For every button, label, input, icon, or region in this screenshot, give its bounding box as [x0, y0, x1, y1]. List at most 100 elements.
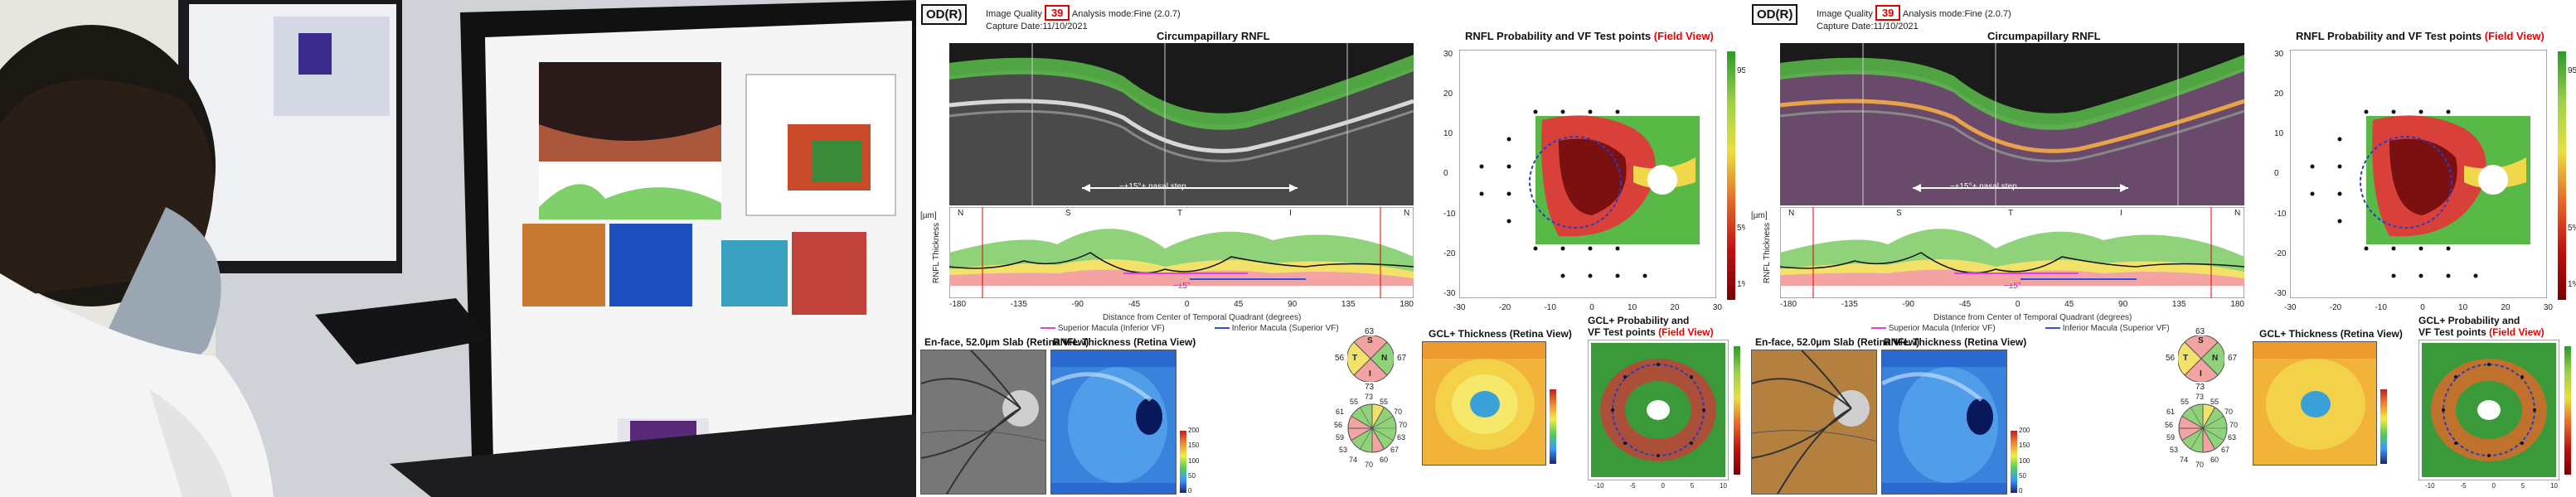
- clock-value-11: 74: [2180, 456, 2189, 464]
- quadrant-n1: N: [1788, 209, 1795, 218]
- legend-inferior-swatch: [1215, 327, 1230, 330]
- clock-value-1: 73: [2195, 393, 2205, 401]
- gcl-thickness-map: [2253, 341, 2377, 466]
- analysis-mode: Analysis mode:Fine (2.0.7): [1902, 9, 2011, 19]
- colorbar-tick-95: 95%: [1737, 66, 1745, 75]
- image-quality-value: 39: [1875, 5, 1901, 21]
- gcl-prob-title-2: VF Test points (Field View): [1588, 326, 1714, 338]
- sector-n: N: [2212, 354, 2219, 363]
- probability-title: RNFL Probability and VF Test points (Fie…: [1465, 30, 1714, 42]
- sector-value-i: 73: [1365, 383, 1375, 392]
- clinician-photo: [0, 0, 916, 497]
- quadrant-i: I: [2120, 209, 2122, 218]
- clock-value-5: 56: [1334, 421, 1343, 429]
- clock-value-10: 63: [1397, 433, 1406, 442]
- clock-value-2: 55: [1350, 398, 1359, 406]
- eye-label: OD(R): [1752, 4, 1798, 25]
- capture-date: Capture Date:11/10/2021: [986, 22, 1088, 31]
- clock-hour-pie: [1347, 403, 1397, 453]
- y-unit: [µm]: [920, 211, 937, 220]
- gcl-probability-map: [2418, 340, 2559, 480]
- clock-value-14: 60: [2210, 456, 2219, 464]
- quadrant-t: T: [1177, 209, 1183, 218]
- y-unit: [µm]: [1751, 211, 1768, 220]
- quadrant-pie: [1347, 335, 1394, 382]
- gcl-prob-colorbar: [1734, 346, 1740, 475]
- clock-value-1: 73: [1365, 393, 1374, 401]
- gcl-colorbar: [2380, 389, 2387, 464]
- rnfl-probability-map: [1459, 50, 1716, 298]
- eye-label: OD(R): [921, 4, 968, 25]
- legend-superior: Superior Macula (Inferior VF): [1041, 324, 1165, 333]
- sector-t: T: [2183, 354, 2189, 363]
- clock-value-13: 70: [1365, 461, 1374, 469]
- thickness-colorbar: [2011, 431, 2017, 493]
- gcl-x-ticks: -10 -5 0 5 10: [1594, 482, 1727, 490]
- quadrant-s: S: [1896, 209, 1902, 218]
- sector-value-i: 73: [2195, 383, 2205, 392]
- gcl-colorbar: [1550, 389, 1556, 464]
- sector-i: I: [2200, 369, 2202, 379]
- probability-colorbar: [2558, 51, 2566, 300]
- gcl-prob-title-2: VF Test points (Field View): [2418, 326, 2544, 338]
- clock-value-8: 70: [2229, 421, 2239, 429]
- enface-image: [920, 350, 1046, 495]
- colorbar-tick-1: 1%: [2568, 280, 2576, 289]
- clock-value-9: 53: [2170, 446, 2179, 454]
- clock-value-14: 60: [1380, 456, 1389, 464]
- legend-inferior: Inferior Macula (Superior VF): [2045, 324, 2170, 333]
- clock-value-3: 61: [2166, 408, 2176, 416]
- arrow-label: ~±5°: [1173, 282, 1191, 291]
- capture-date: Capture Date:11/10/2021: [1817, 22, 1919, 31]
- thickness-profile: [949, 207, 1414, 298]
- colorbar-tick-95: 95%: [2568, 66, 2576, 75]
- gcl-thickness-map: [1422, 341, 1546, 466]
- clock-value-2: 55: [2181, 398, 2190, 406]
- enface-title: En-face, 52.0µm Slab (Retina View): [924, 336, 1089, 348]
- step-label: ~±15°+ nasal step: [1119, 182, 1186, 191]
- prob-y-ticks: 30 20 10 0 -10 -20 -30: [2274, 50, 2287, 298]
- rnfl-map-title: RNFL Thickness (Retina View): [1884, 336, 2027, 348]
- clock-value-7: 59: [2166, 433, 2176, 442]
- clock-hour-pie: [2178, 403, 2228, 453]
- sector-value-s: 63: [2195, 327, 2205, 336]
- sector-i: I: [1369, 369, 1371, 379]
- circumpapillary-title: Circumpapillary RNFL: [1987, 30, 2101, 42]
- y-axis-label: RNFL Thickness: [1763, 222, 1773, 284]
- sector-n: N: [1381, 354, 1388, 363]
- x-ticks: -180 -135 -90 -45 0 45 90 135 180: [949, 300, 1414, 309]
- gcl-prob-title-1: GCL+ Probability and: [2418, 315, 2520, 326]
- oct-bscan: [949, 43, 1414, 205]
- y-axis-label: RNFL Thickness: [932, 222, 942, 284]
- prob-x-ticks: -30 -20 -10 0 10 20 30: [1453, 303, 1722, 312]
- enface-title: En-face, 52.0µm Slab (Retina View): [1755, 336, 1920, 348]
- vf-test-points: [2310, 109, 2478, 278]
- circumpapillary-title: Circumpapillary RNFL: [1157, 30, 1270, 42]
- probability-title: RNFL Probability and VF Test points (Fie…: [2296, 30, 2544, 42]
- sector-t: T: [1352, 354, 1358, 363]
- enface-image: [1751, 350, 1877, 495]
- clock-value-6: 55: [1380, 398, 1389, 406]
- colorbar-tick-1: 1%: [1737, 280, 1745, 289]
- gcl-x-ticks: -10 -5 0 5 10: [2425, 482, 2558, 490]
- quadrant-n2: N: [1404, 209, 1410, 218]
- photo-panel: [0, 0, 916, 497]
- colorbar-tick-5: 5%: [2568, 224, 2576, 233]
- image-quality-label: Image Quality: [986, 9, 1042, 19]
- quadrant-pie: [2178, 335, 2224, 382]
- clock-value-4: 70: [1394, 408, 1403, 416]
- rnfl-map-title: RNFL Thickness (Retina View): [1053, 336, 1196, 348]
- quadrant-i: I: [1289, 209, 1292, 218]
- x-axis-title: Distance from Center of Temporal Quadran…: [1933, 313, 2132, 322]
- legend-inferior-swatch: [2045, 327, 2060, 330]
- vf-test-points: [1479, 109, 1647, 278]
- clock-value-5: 56: [2165, 421, 2174, 429]
- legend-superior-swatch: [1041, 327, 1055, 330]
- thickness-ticks: 200 150 100 50 0: [1188, 427, 1200, 495]
- gcl-probability-map: [1588, 340, 1729, 480]
- clock-value-8: 70: [1399, 421, 1408, 429]
- quadrant-n1: N: [958, 209, 964, 218]
- thickness-ticks: 200 150 100 50 0: [2019, 427, 2030, 495]
- gcl-thickness-title: GCL+ Thickness (Retina View): [2259, 328, 2403, 340]
- sector-value-t: 56: [1335, 354, 1345, 363]
